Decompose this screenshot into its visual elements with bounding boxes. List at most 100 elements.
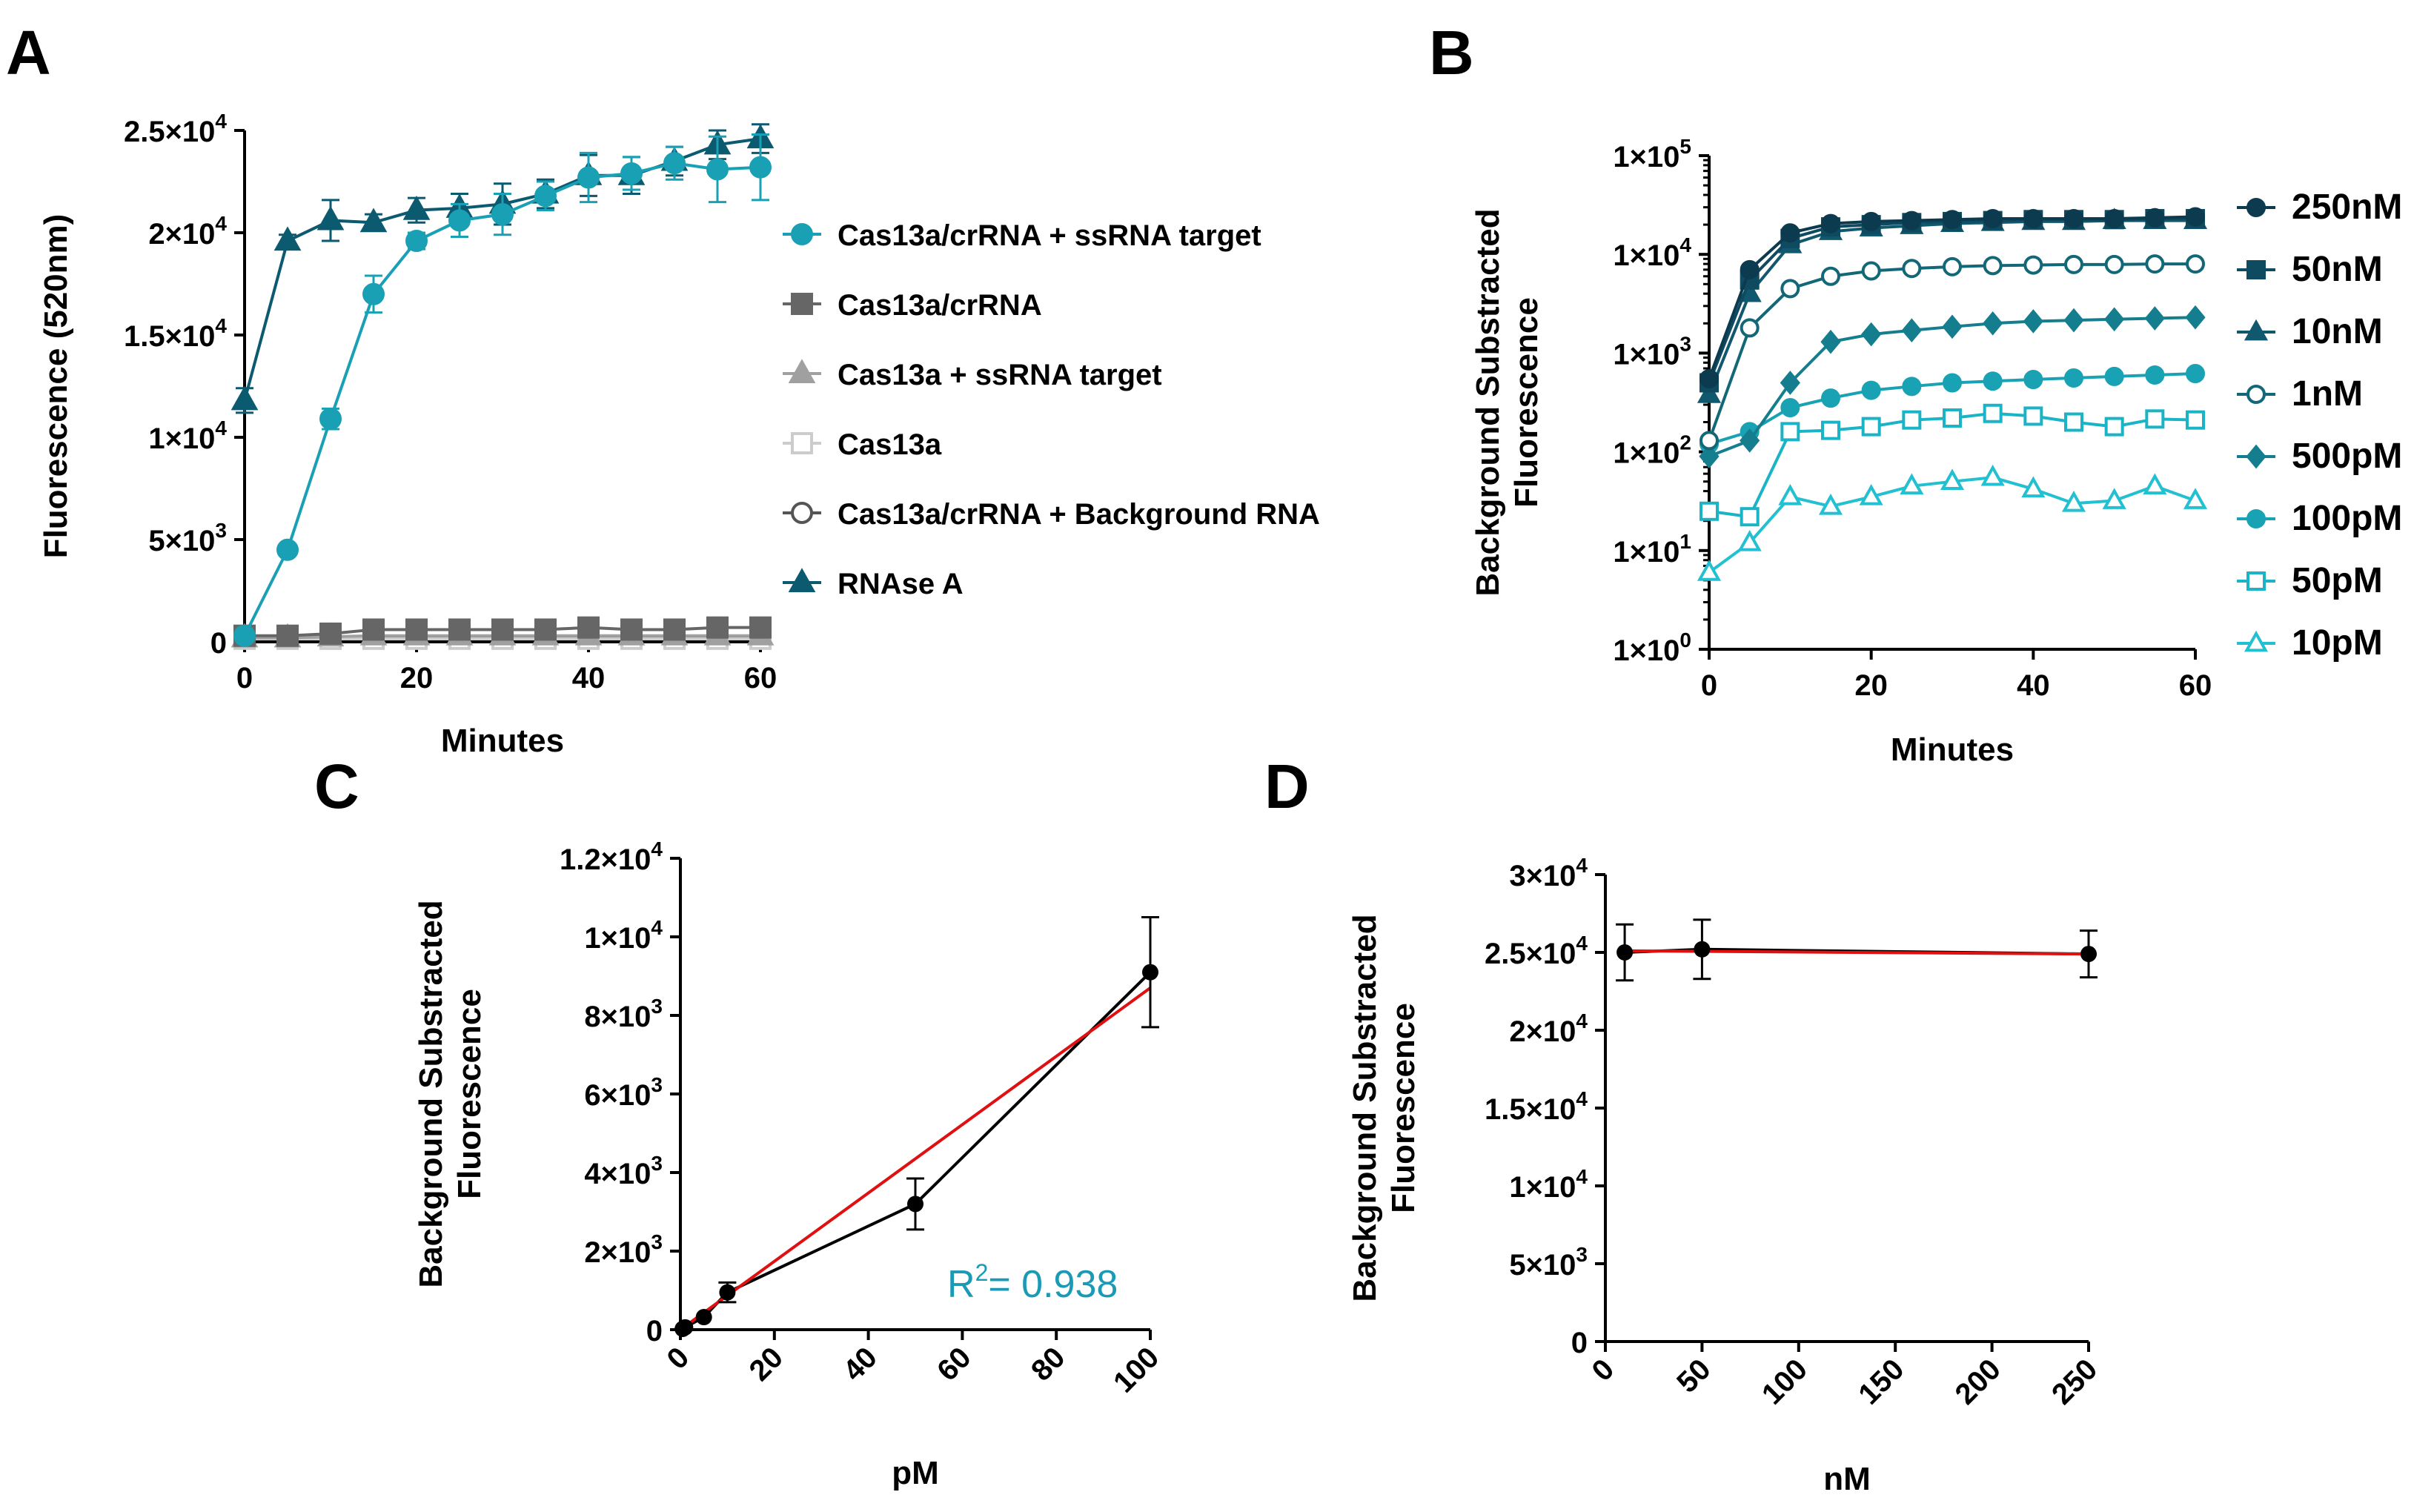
legend-label: Cas13a/crRNA bbox=[838, 289, 1042, 322]
y-tick-label-exponent: 4 bbox=[1576, 1165, 1588, 1188]
data-point bbox=[1740, 428, 1760, 453]
y-tick-label-mantissa: 5×10 bbox=[148, 525, 215, 557]
legend-item: 10pM bbox=[2237, 623, 2383, 663]
y-tick-label-exponent: 3 bbox=[651, 995, 663, 1018]
data-point bbox=[1900, 473, 1924, 495]
data-point bbox=[2080, 946, 2097, 963]
y-tick-label: 1.5×104 bbox=[124, 314, 227, 353]
data-point bbox=[1983, 311, 2003, 336]
y-tick-label: 1×101 bbox=[1613, 530, 1691, 568]
data-point bbox=[695, 1309, 712, 1326]
data-point bbox=[1616, 944, 1634, 961]
y-tick-label-mantissa: 6×10 bbox=[584, 1079, 651, 1112]
data-point bbox=[706, 616, 729, 639]
data-point bbox=[1700, 368, 1719, 388]
y-tick-label: 2×103 bbox=[584, 1230, 663, 1269]
legend-marker bbox=[788, 359, 816, 384]
data-point bbox=[1740, 259, 1760, 279]
legend-label: 10pM bbox=[2292, 623, 2383, 663]
data-point bbox=[1142, 964, 1158, 981]
legend-label: Cas13a/crRNA + Background RNA bbox=[838, 498, 1320, 531]
y-tick-label-mantissa: 1×10 bbox=[148, 422, 215, 455]
data-point bbox=[276, 538, 299, 561]
legend-item: Cas13a/crRNA + ssRNA target bbox=[783, 219, 1261, 252]
data-point bbox=[907, 1196, 923, 1213]
data-point bbox=[719, 1284, 736, 1301]
x-tick-label: 0 bbox=[236, 662, 253, 694]
y-tick-label-exponent: 3 bbox=[651, 1230, 663, 1253]
x-tick-label: 40 bbox=[572, 662, 606, 694]
legend-label: 1nM bbox=[2292, 374, 2363, 414]
data-point bbox=[1700, 501, 1719, 521]
data-point bbox=[1859, 484, 1883, 505]
data-point bbox=[1902, 259, 1922, 279]
legend-label: 10nM bbox=[2292, 312, 2383, 351]
data-point bbox=[677, 1319, 694, 1336]
data-point bbox=[663, 618, 686, 641]
legend-item: 10nM bbox=[2237, 312, 2383, 351]
y-tick-label: 1.2×104 bbox=[560, 838, 663, 876]
data-point bbox=[2143, 473, 2167, 495]
r-squared-prefix: R bbox=[947, 1263, 975, 1306]
series-cas13a-crrna-ssrna-target bbox=[233, 133, 772, 647]
y-tick-label-exponent: 4 bbox=[651, 838, 663, 861]
y-tick-label: 2×104 bbox=[148, 212, 227, 251]
data-point bbox=[491, 618, 514, 641]
data-point bbox=[1821, 420, 1840, 440]
y-tick-label: 8×103 bbox=[584, 995, 663, 1033]
data-point bbox=[359, 208, 388, 233]
data-point bbox=[319, 622, 342, 645]
x-tick-label: 40 bbox=[2017, 669, 2050, 702]
x-tick-label: 100 bbox=[1756, 1353, 1814, 1410]
y-tick-label: 1×104 bbox=[1509, 1165, 1588, 1204]
r-squared-annotation: R2= 0.938 bbox=[947, 1259, 1118, 1306]
data-point bbox=[1780, 279, 1800, 299]
y-tick-label-exponent: 4 bbox=[215, 314, 227, 337]
y-tick-label: 1×105 bbox=[1613, 135, 1691, 173]
y-tick-label-exponent: 3 bbox=[1576, 1243, 1588, 1266]
data-point bbox=[1861, 211, 1881, 231]
x-tick-label: 150 bbox=[1852, 1353, 1910, 1410]
y-tick-label: 1×104 bbox=[148, 417, 227, 455]
data-point bbox=[1821, 213, 1840, 233]
y-tick-label-exponent: 4 bbox=[1576, 1009, 1588, 1032]
data-point bbox=[2104, 254, 2124, 274]
y-tick-label-mantissa: 2×10 bbox=[148, 218, 215, 251]
data-point bbox=[2186, 410, 2205, 430]
y-tick-label: 6×103 bbox=[584, 1073, 663, 1112]
legend-label: 500pM bbox=[2292, 437, 2402, 476]
data-point bbox=[2186, 364, 2205, 384]
panel-label-c: C bbox=[314, 752, 359, 821]
legend-marker bbox=[2244, 630, 2269, 652]
data-point bbox=[1980, 464, 2005, 486]
data-point bbox=[2145, 254, 2165, 274]
y-tick-label-exponent: 4 bbox=[215, 212, 227, 235]
y-tick-label-exponent: 2 bbox=[1679, 431, 1691, 454]
data-point bbox=[1861, 380, 1881, 400]
data-point bbox=[1943, 256, 1962, 276]
chart-b: 0 20 40 601×1001×1011×1021×1031×1041×105Min… bbox=[1470, 135, 2402, 768]
y-tick-label: 1×104 bbox=[584, 916, 663, 955]
y-axis-label-line: Background Substracted bbox=[1347, 914, 1383, 1302]
legend-marker bbox=[791, 432, 813, 454]
x-tick-label: 20 bbox=[400, 662, 434, 694]
x-tick-label: 200 bbox=[1949, 1353, 2007, 1410]
legend-label: 100pM bbox=[2292, 499, 2402, 538]
data-point bbox=[1740, 507, 1760, 527]
legend-marker bbox=[791, 293, 813, 315]
series-250nm bbox=[1700, 207, 2205, 388]
y-tick-label-exponent: 3 bbox=[651, 1152, 663, 1175]
legend-item: 1nM bbox=[2237, 374, 2363, 414]
data-point bbox=[1983, 256, 2003, 276]
legend-marker bbox=[2246, 385, 2266, 404]
y-tick-label-mantissa: 2×10 bbox=[1509, 1015, 1576, 1048]
legend-label: RNAse A bbox=[838, 568, 964, 600]
data-point bbox=[2185, 305, 2206, 330]
legend-marker bbox=[2246, 260, 2266, 279]
y-tick-label-mantissa: 1×10 bbox=[1613, 338, 1679, 371]
data-point bbox=[1780, 422, 1800, 442]
data-point bbox=[1694, 941, 1711, 958]
data-point bbox=[1943, 210, 1962, 230]
legend-label: 50nM bbox=[2292, 250, 2383, 289]
